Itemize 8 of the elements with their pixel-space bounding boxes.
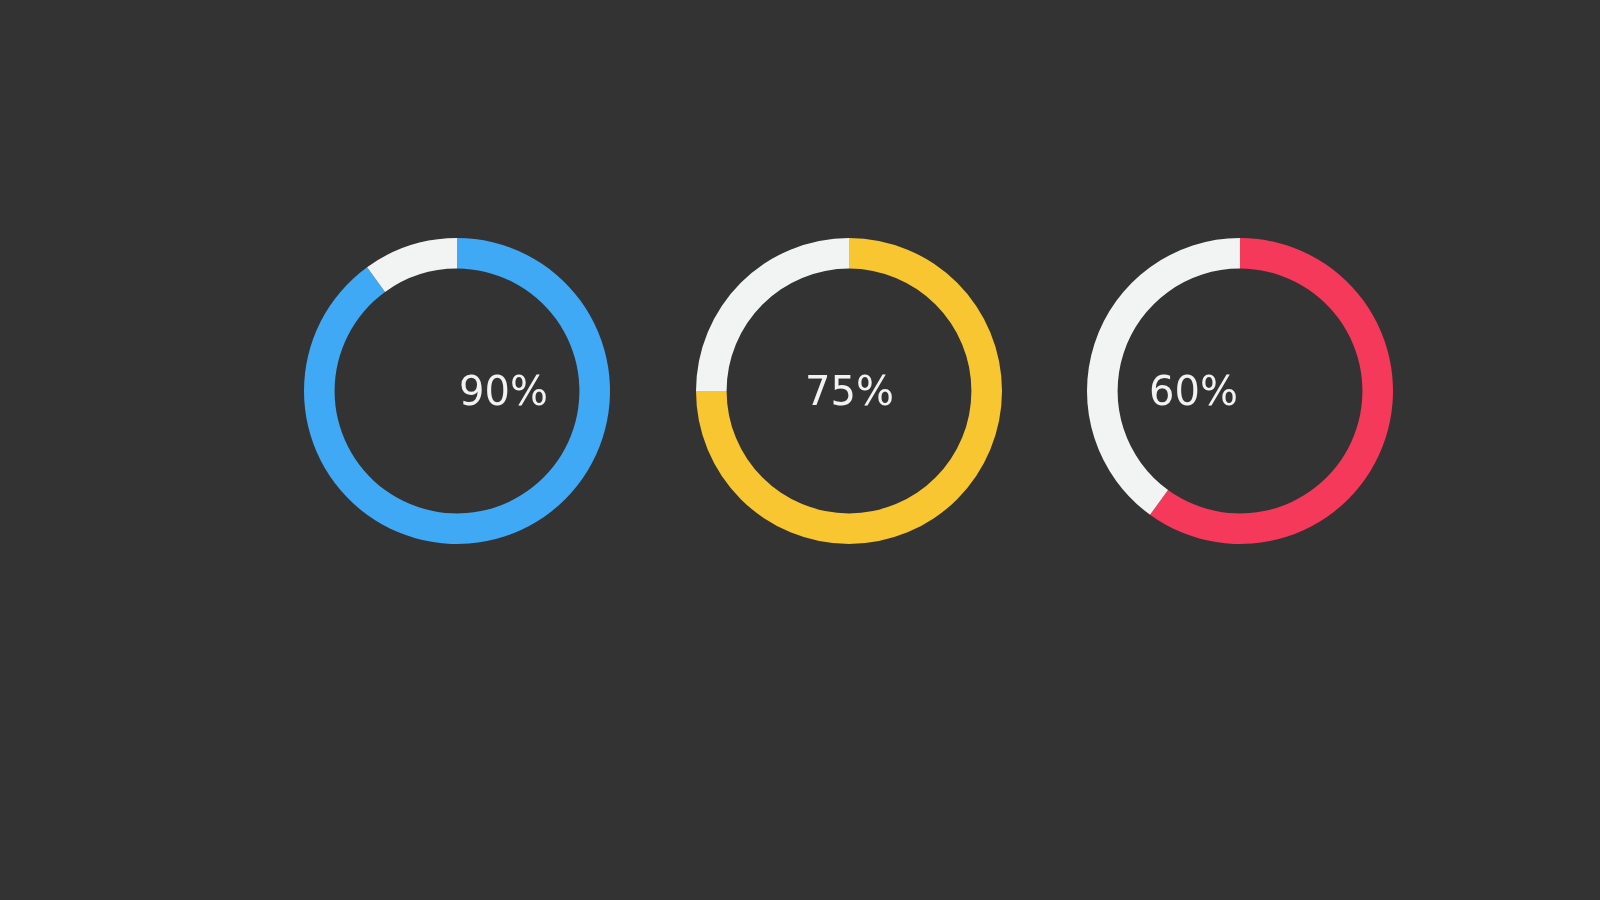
donut-slice	[304, 238, 610, 544]
donut-slice	[696, 238, 1002, 544]
text: 90%	[459, 368, 548, 414]
donut-slice	[1150, 238, 1393, 544]
donut-slice	[367, 238, 457, 292]
donut-slice	[1087, 238, 1240, 515]
text: 60%	[1149, 368, 1238, 414]
text: 75%	[805, 368, 894, 414]
